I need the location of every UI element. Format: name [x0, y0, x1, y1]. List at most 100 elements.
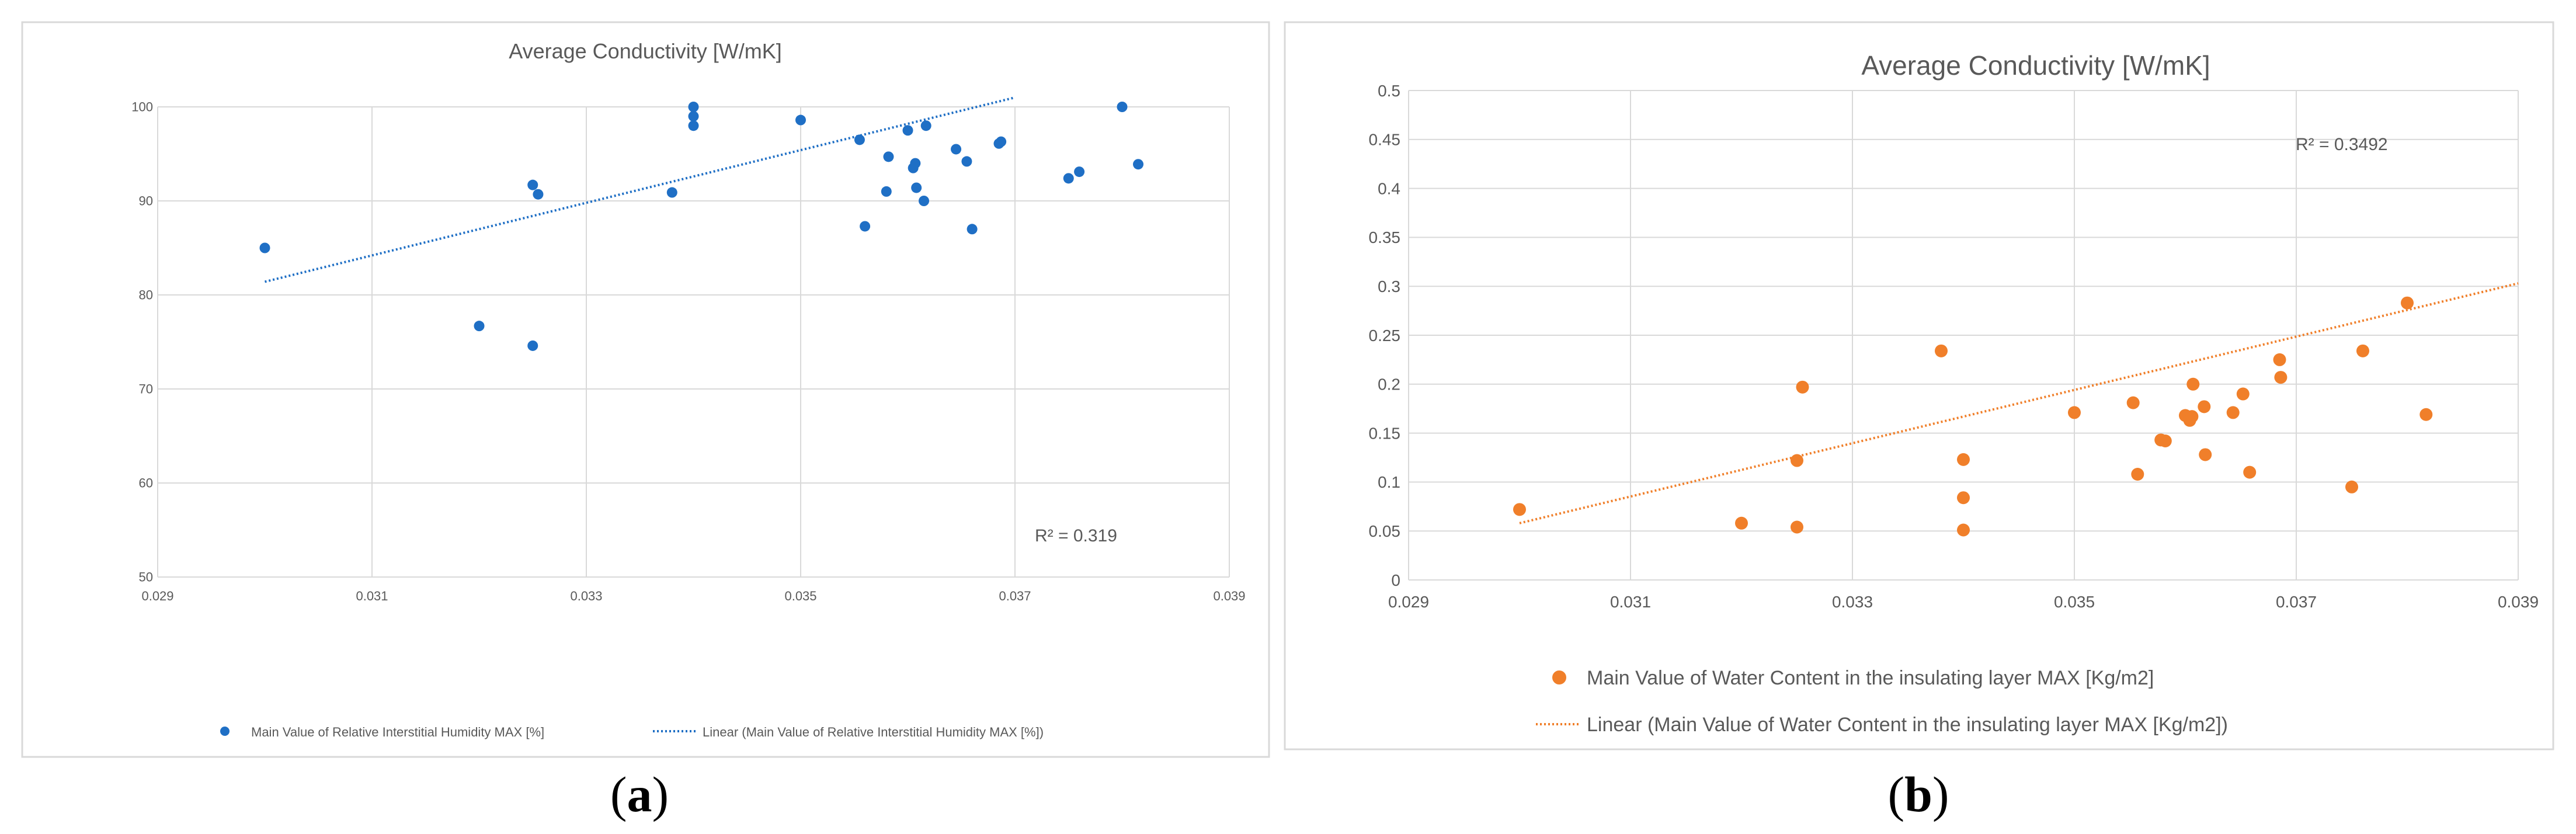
chart-a-point — [688, 111, 699, 122]
chart-a-point — [996, 136, 1007, 147]
chart-b-point — [1735, 516, 1748, 530]
chart-b-point — [2419, 408, 2433, 421]
chart-b-trendline — [1519, 282, 2519, 524]
chart-a-point — [910, 158, 921, 169]
chart-a-legend-marker — [220, 727, 230, 736]
chart-b-point — [2068, 406, 2081, 419]
chart-b-ytick-label: 0.5 — [1378, 82, 1400, 100]
chart-b-point — [1957, 453, 1970, 466]
chart-b-ytick-label: 0.15 — [1369, 424, 1401, 442]
chart-b-point — [2243, 465, 2257, 479]
chart-b-point — [2185, 410, 2199, 423]
chart-a-point — [1063, 173, 1074, 184]
chart-a-points — [259, 102, 1144, 351]
chart-b-frame — [1284, 21, 2554, 750]
chart-b-ticks: 0 0.05 0.1 0.15 0.2 0.25 0.3 0.35 0.4 0.45 0.5 0.02… — [1369, 82, 2539, 611]
chart-b-point — [2236, 387, 2250, 401]
chart-b-legend: Main Value of Water Content in the insul… — [1536, 667, 2228, 736]
chart-a-ytick-label: 60 — [139, 476, 153, 491]
chart-a-ytick-label: 80 — [139, 288, 153, 303]
chart-a-point — [795, 114, 806, 126]
chart-b-point — [2273, 353, 2286, 366]
chart-b-ytick-label: 0.25 — [1369, 326, 1401, 345]
chart-a-point — [527, 179, 538, 190]
chart-a-xtick-label: 0.037 — [999, 589, 1031, 603]
chart-a-r2: R² = 0.319 — [1035, 526, 1117, 545]
chart-b-point — [1957, 523, 1970, 537]
chart-a-point — [1117, 102, 1128, 112]
chart-a-point — [666, 187, 677, 198]
chart-a-point — [688, 120, 699, 131]
chart-a-point — [860, 221, 871, 232]
chart-a-legend: Main Value of Relative Interstitial Humi… — [220, 725, 1044, 739]
chart-a-title: Average Conductivity [W/mK] — [509, 39, 782, 63]
chart-a-point — [911, 182, 922, 193]
chart-b-point — [1791, 454, 1803, 467]
chart-b-point — [2356, 344, 2369, 357]
chart-a-point — [919, 196, 930, 206]
chart-a-legend-series: Main Value of Relative Interstitial Humi… — [251, 725, 544, 739]
chart-b-grid — [1408, 90, 2519, 581]
chart-b-title: Average Conductivity [W/mK] — [1861, 50, 2210, 81]
chart-b-legend-trend: Linear (Main Value of Water Content in t… — [1587, 714, 2228, 736]
chart-b-ytick-label: 0.4 — [1378, 179, 1400, 197]
chart-b-xtick-label: 0.039 — [2498, 593, 2539, 611]
chart-a-xtick-label: 0.031 — [356, 589, 388, 603]
chart-b-ytick-label: 0.3 — [1378, 277, 1400, 296]
chart-a-point — [951, 144, 962, 155]
chart-a-xtick-label: 0.033 — [570, 589, 602, 603]
chart-a-point — [902, 125, 913, 136]
chart-b-point — [2131, 467, 2144, 481]
chart-b-ytick-label: 0 — [1391, 571, 1400, 589]
chart-a-xtick-label: 0.035 — [784, 589, 816, 603]
chart-b-point — [1513, 503, 1526, 516]
chart-b-point — [2126, 396, 2140, 409]
chart-a-point — [527, 340, 538, 351]
chart-b-xtick-label: 0.035 — [2054, 593, 2095, 611]
chart-b-legend-series: Main Value of Water Content in the insul… — [1587, 667, 2154, 689]
chart-b-xtick-label: 0.029 — [1388, 593, 1429, 611]
chart-a-point — [1133, 159, 1144, 170]
chart-b-ytick-label: 0.2 — [1378, 376, 1400, 394]
chart-a-legend-trend: Linear (Main Value of Relative Interstit… — [703, 725, 1044, 739]
chart-b-ytick-label: 0.45 — [1369, 131, 1401, 149]
chart-b-point — [2158, 435, 2172, 448]
chart-b-legend-marker — [1552, 670, 1566, 684]
chart-a-point — [854, 134, 865, 145]
chart-a-point — [920, 120, 931, 131]
chart-b-point — [2199, 448, 2212, 461]
chart-a-point — [883, 151, 894, 162]
chart-b-point — [2186, 377, 2200, 391]
chart-a-ytick-label: 90 — [139, 194, 153, 208]
chart-a-point — [961, 156, 972, 167]
chart-b-point — [2345, 480, 2358, 494]
chart-b-point — [1791, 520, 1803, 534]
chart-b-xtick-label: 0.037 — [2276, 593, 2317, 611]
chart-b-point — [1935, 344, 1948, 357]
chart-b-point — [2274, 371, 2288, 384]
chart-b-xtick-label: 0.033 — [1832, 593, 1873, 611]
chart-a-ytick-label: 70 — [139, 382, 153, 397]
chart-a: Average Conductivity [W/mK] 50 60 70 80 90 10… — [21, 21, 1270, 758]
panel-label-a: (a) — [610, 766, 669, 822]
chart-a-point — [533, 189, 544, 200]
chart-b: Average Conductivity [W/mK] 0 0.05 0.1 0.15… — [1284, 21, 2554, 750]
chart-a-point — [881, 186, 892, 197]
chart-b-point — [2401, 296, 2414, 310]
chart-b-trendline-line — [1519, 282, 2519, 524]
chart-a-point — [967, 224, 978, 235]
chart-b-r2: R² = 0.3492 — [2296, 135, 2388, 154]
chart-a-xtick-label: 0.039 — [1213, 589, 1245, 603]
chart-b-ytick-label: 0.05 — [1369, 522, 1401, 540]
chart-a-ytick-label: 100 — [131, 100, 153, 114]
chart-b-xtick-label: 0.031 — [1610, 593, 1651, 611]
chart-a-point — [688, 102, 699, 112]
chart-b-point — [2198, 400, 2211, 413]
chart-a-ytick-label: 50 — [139, 570, 153, 585]
chart-b-point — [1796, 380, 1809, 394]
chart-b-points — [1513, 296, 2433, 537]
chart-a-xtick-label: 0.029 — [141, 589, 173, 603]
chart-b-point — [2226, 406, 2240, 419]
chart-b-point — [1957, 491, 1970, 505]
